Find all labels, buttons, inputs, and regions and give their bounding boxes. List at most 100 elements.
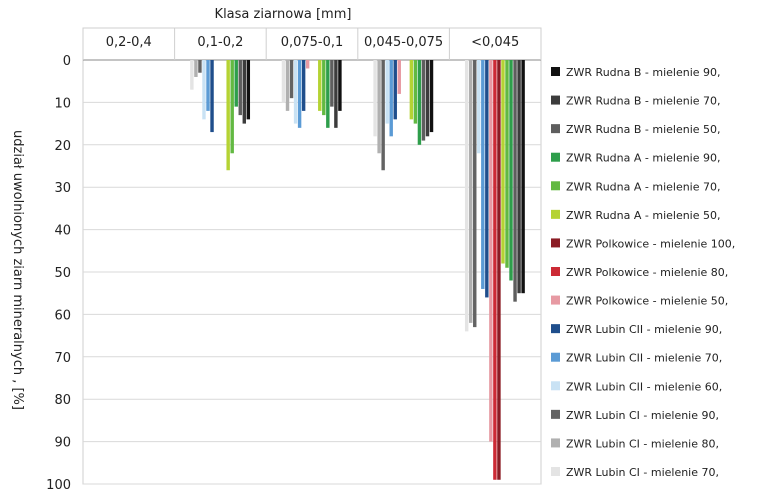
- bar: [246, 60, 251, 120]
- bar: [242, 60, 246, 124]
- chart-title: Klasa ziarnowa [mm]: [215, 7, 352, 22]
- legend-swatch: [551, 295, 560, 305]
- legend-label: ZWR Rudna B - mielenie 90,: [566, 66, 721, 79]
- bar: [238, 60, 242, 116]
- bar: [334, 60, 338, 128]
- bar: [421, 60, 426, 141]
- y-tick-label: 10: [54, 96, 71, 111]
- category-label: 0,1-0,2: [197, 35, 243, 50]
- y-tick-label: 90: [54, 436, 71, 451]
- bar: [493, 60, 497, 480]
- bar: [226, 60, 230, 171]
- legend-label: ZWR Rudna B - mielenie 70,: [566, 95, 721, 108]
- y-tick-label: 20: [54, 139, 71, 154]
- category-label: <0,045: [471, 35, 519, 50]
- legend-label: ZWR Rudna A - mielenie 50,: [566, 209, 721, 222]
- category-labels: 0,2-0,4 0,1-0,2 0,075-0,1 0,045-0,075 <0,045: [106, 35, 519, 50]
- legend-label: ZWR Rudna A - mielenie 90,: [566, 152, 721, 165]
- y-axis-label: udział uwolnionych ziarn mineralnych , […: [10, 130, 25, 410]
- bar: [330, 60, 334, 107]
- legend-label: ZWR Polkowice - mielenie 100,: [566, 237, 735, 250]
- legend-swatch: [551, 438, 560, 448]
- y-tick-label: 100: [46, 478, 71, 493]
- bar: [381, 60, 385, 171]
- bar: [338, 60, 342, 111]
- y-tick-label: 80: [54, 393, 71, 408]
- legend-label: ZWR Polkowice - mielenie 80,: [566, 266, 728, 279]
- legend-label: ZWR Rudna B - mielenie 50,: [566, 123, 721, 136]
- legend-label: ZWR Lubin CI - mielenie 70,: [566, 466, 719, 479]
- legend-label: ZWR Rudna A - mielenie 70,: [566, 180, 721, 193]
- bar: [194, 60, 198, 77]
- legend-swatch: [551, 95, 560, 105]
- bar: [477, 60, 481, 154]
- bar: [377, 60, 381, 154]
- bar: [409, 60, 414, 120]
- bar: [464, 60, 469, 332]
- legend-swatch: [551, 209, 560, 219]
- bar: [301, 60, 306, 111]
- bar: [429, 60, 434, 133]
- y-tick-labels: 0 10 20 30 40 50 60 70 80 90 100: [46, 54, 71, 493]
- legend-swatch: [551, 409, 560, 419]
- bar: [305, 60, 310, 69]
- bar: [230, 60, 234, 154]
- bar: [485, 60, 489, 298]
- bar: [425, 60, 430, 137]
- legend-label: ZWR Lubin CI - mielenie 80,: [566, 437, 719, 450]
- category-label: 0,045-0,075: [364, 35, 443, 50]
- legend-label: ZWR Lubin CII - mielenie 60,: [566, 380, 722, 393]
- bar: [417, 60, 422, 145]
- legend-swatch: [551, 152, 560, 162]
- bar: [234, 60, 238, 107]
- bar: [393, 60, 397, 120]
- bar: [281, 60, 286, 103]
- bar: [385, 60, 389, 124]
- y-tick-label: 60: [54, 308, 71, 323]
- bar: [326, 60, 330, 128]
- bar: [297, 60, 302, 128]
- bar: [293, 60, 298, 124]
- y-tick-label: 50: [54, 266, 71, 281]
- bar: [322, 60, 326, 116]
- bar: [397, 60, 401, 94]
- y-tick-label: 0: [63, 54, 71, 69]
- legend-swatch: [551, 124, 560, 134]
- legend-swatch: [551, 381, 560, 391]
- legend-label: ZWR Lubin CII - mielenie 70,: [566, 352, 722, 365]
- bar: [497, 60, 501, 480]
- legend-swatch: [551, 181, 560, 191]
- bar: [389, 60, 393, 137]
- bar: [413, 60, 418, 124]
- bar: [373, 60, 377, 137]
- bar: [198, 60, 202, 73]
- bar: [473, 60, 477, 328]
- legend-label: ZWR Lubin CII - mielenie 90,: [566, 323, 722, 336]
- y-tick-label: 30: [54, 181, 71, 196]
- bar: [517, 60, 521, 294]
- bar: [501, 60, 505, 264]
- legend-swatch: [551, 267, 560, 276]
- caption-strip: [0, 486, 759, 500]
- legend-swatch: [551, 467, 560, 476]
- legend-swatch: [551, 67, 560, 76]
- legend-label: ZWR Lubin CI - mielenie 90,: [566, 409, 719, 422]
- category-label: 0,2-0,4: [106, 35, 152, 50]
- legend-label: ZWR Polkowice - mielenie 50,: [566, 295, 728, 308]
- bar: [521, 60, 525, 294]
- bar: [206, 60, 210, 111]
- bar: [513, 60, 517, 302]
- bar: [469, 60, 473, 323]
- bar: [509, 60, 513, 281]
- bar: [489, 60, 493, 442]
- legend-swatch: [551, 352, 560, 362]
- bar: [190, 60, 194, 90]
- bars: [190, 60, 525, 480]
- bar: [289, 60, 294, 99]
- bar: [210, 60, 214, 133]
- bar: [481, 60, 485, 289]
- category-label: 0,075-0,1: [281, 35, 344, 50]
- gridlines: [82, 28, 542, 485]
- bar: [505, 60, 509, 268]
